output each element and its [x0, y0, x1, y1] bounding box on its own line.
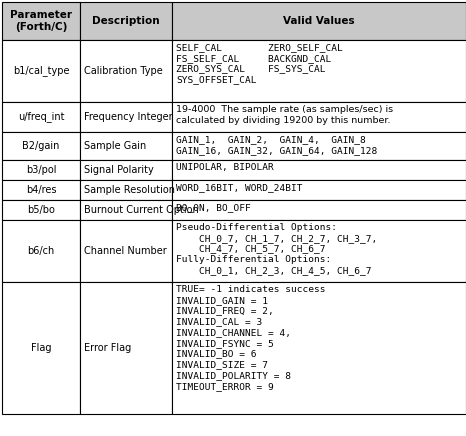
Text: 19-4000  The sample rate (as samples/sec) is
calculated by dividing 19200 by thi: 19-4000 The sample rate (as samples/sec)…	[176, 105, 393, 125]
Text: Parameter
(Forth/C): Parameter (Forth/C)	[10, 10, 72, 32]
Bar	[2, 132, 80, 160]
Text: Signal Polarity: Signal Polarity	[84, 165, 154, 175]
Text: Channel Number: Channel Number	[84, 246, 167, 256]
Text: b1/cal_type: b1/cal_type	[13, 65, 69, 76]
Bar	[172, 40, 466, 102]
Bar	[80, 220, 172, 282]
Text: Frequency Integer: Frequency Integer	[84, 112, 172, 122]
Text: Sample Gain: Sample Gain	[84, 141, 146, 151]
Bar	[2, 40, 80, 102]
Bar	[2, 282, 80, 414]
Text: b5/bo: b5/bo	[27, 205, 55, 215]
Text: b6/ch: b6/ch	[27, 246, 55, 256]
Bar	[2, 180, 80, 200]
Bar	[2, 160, 80, 180]
Text: Burnout Current Option: Burnout Current Option	[84, 205, 199, 215]
Bar	[2, 220, 80, 282]
Bar	[80, 160, 172, 180]
Bar	[80, 282, 172, 414]
Bar	[172, 2, 466, 40]
Text: Sample Resolution: Sample Resolution	[84, 185, 175, 195]
Text: BO_ON, BO_OFF: BO_ON, BO_OFF	[176, 203, 251, 212]
Bar	[172, 200, 466, 220]
Text: SELF_CAL        ZERO_SELF_CAL
FS_SELF_CAL     BACKGND_CAL
ZERO_SYS_CAL    FS_SYS: SELF_CAL ZERO_SELF_CAL FS_SELF_CAL BACKG…	[176, 43, 343, 84]
Bar	[80, 200, 172, 220]
Bar	[80, 132, 172, 160]
Text: B2/gain: B2/gain	[22, 141, 60, 151]
Bar	[2, 2, 80, 40]
Bar	[172, 102, 466, 132]
Text: GAIN_1,  GAIN_2,  GAIN_4,  GAIN_8
GAIN_16, GAIN_32, GAIN_64, GAIN_128: GAIN_1, GAIN_2, GAIN_4, GAIN_8 GAIN_16, …	[176, 135, 377, 155]
Text: TRUE= -1 indicates success
INVALID_GAIN = 1
INVALID_FREQ = 2,
INVALID_CAL = 3
IN: TRUE= -1 indicates success INVALID_GAIN …	[176, 285, 325, 391]
Text: WORD_16BIT, WORD_24BIT: WORD_16BIT, WORD_24BIT	[176, 183, 302, 192]
Text: Error Flag: Error Flag	[84, 343, 131, 353]
Text: UNIPOLAR, BIPOLAR: UNIPOLAR, BIPOLAR	[176, 163, 274, 172]
Bar	[172, 282, 466, 414]
Text: u/freq_int: u/freq_int	[18, 112, 64, 123]
Bar	[172, 132, 466, 160]
Text: b3/pol: b3/pol	[26, 165, 56, 175]
Bar	[2, 102, 80, 132]
Bar	[172, 220, 466, 282]
Bar	[80, 180, 172, 200]
Bar	[80, 102, 172, 132]
Bar	[80, 40, 172, 102]
Bar	[172, 160, 466, 180]
Text: Flag: Flag	[31, 343, 51, 353]
Text: Calibration Type: Calibration Type	[84, 66, 163, 76]
Bar	[2, 200, 80, 220]
Text: Description: Description	[92, 16, 160, 26]
Text: b4/res: b4/res	[26, 185, 56, 195]
Bar	[80, 2, 172, 40]
Text: Pseudo-Differential Options:
    CH_0_7, CH_1_7, CH_2_7, CH_3_7,
    CH_4_7, CH_: Pseudo-Differential Options: CH_0_7, CH_…	[176, 223, 377, 275]
Bar	[172, 180, 466, 200]
Text: Valid Values: Valid Values	[283, 16, 355, 26]
